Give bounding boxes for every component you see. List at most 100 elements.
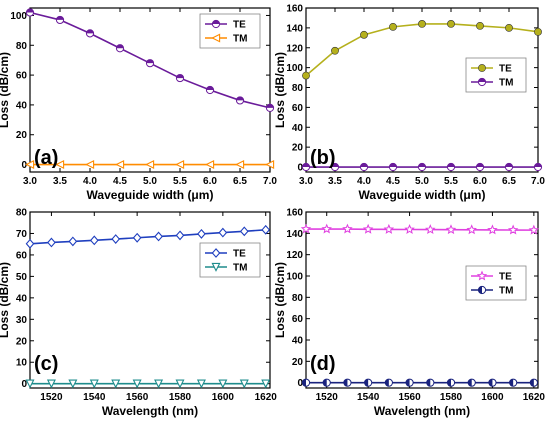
- x-tick-label: 5.5: [444, 176, 458, 187]
- data-point: [68, 379, 78, 389]
- data-point: [446, 162, 456, 172]
- data-point: [417, 162, 427, 172]
- x-axis-title: Wavelength (nm): [374, 404, 470, 418]
- series-te: [25, 224, 271, 249]
- y-tick-label: 10: [16, 358, 28, 369]
- y-axis-title: Loss (dB/cm): [0, 262, 11, 338]
- legend-label: TM: [233, 263, 247, 274]
- y-tick-label: 60: [292, 103, 304, 114]
- data-point: [330, 162, 340, 172]
- data-point: [426, 378, 435, 387]
- data-point: [505, 23, 513, 32]
- x-tick-label: 4.5: [386, 176, 400, 187]
- data-point: [89, 235, 99, 246]
- x-tick-label: 1580: [169, 392, 192, 403]
- y-tick-label: 60: [292, 314, 304, 325]
- data-point: [467, 378, 476, 387]
- data-point: [389, 22, 397, 31]
- y-tick-label: 40: [16, 100, 28, 111]
- data-point: [487, 224, 498, 235]
- data-point: [111, 379, 121, 389]
- data-point: [175, 379, 185, 389]
- legend: TE TM: [199, 242, 261, 278]
- data-point: [425, 224, 436, 235]
- y-tick-label: 100: [286, 63, 303, 74]
- y-tick-label: 80: [292, 293, 304, 304]
- data-point: [175, 73, 185, 83]
- data-point: [196, 379, 206, 389]
- legend-marker: [477, 77, 487, 87]
- chart-panel-a: 3.0 3.5 4.0 4.5 5.0 5.5 6.0 6.5 7.0 0 20 40 60 80 100 W…: [0, 7, 277, 202]
- data-point: [85, 160, 95, 170]
- legend-box: [465, 57, 527, 93]
- legend-marker: [211, 19, 221, 29]
- series-tm: [301, 162, 543, 172]
- x-tick-label: 1600: [212, 392, 235, 403]
- x-tick-label: 6.5: [233, 176, 247, 187]
- legend: TE TM: [465, 265, 527, 301]
- y-tick-label: 80: [292, 83, 304, 94]
- x-tick-label: 7.0: [263, 176, 277, 187]
- data-point: [205, 85, 215, 95]
- legend: TE TM: [199, 13, 261, 49]
- data-point: [145, 59, 155, 68]
- y-tick-label: 100: [286, 272, 303, 283]
- series-tm: [25, 160, 275, 170]
- y-axis-title: Loss (dB/cm): [0, 52, 11, 128]
- y-tick-label: 30: [16, 315, 28, 326]
- data-point: [362, 223, 374, 234]
- legend-label: TE: [499, 272, 512, 283]
- y-tick-label: 160: [286, 208, 303, 219]
- x-tick-label: 1560: [126, 392, 149, 403]
- legend-box: [199, 13, 261, 49]
- series-line: [306, 228, 534, 231]
- legend-box: [465, 265, 527, 301]
- legend-marker: [478, 64, 486, 72]
- data-point: [239, 379, 249, 389]
- y-tick-label: 0: [297, 378, 303, 389]
- data-point: [405, 378, 414, 387]
- x-tick-label: 3.5: [328, 176, 342, 187]
- chart-panel-c: 1520 1540 1560 1580 1600 1620 0 10 20 30 40 50 60 70 8…: [0, 208, 277, 419]
- x-tick-label: 1580: [440, 392, 463, 403]
- data-point: [111, 234, 121, 244]
- legend: TE TM: [465, 57, 527, 93]
- data-point: [342, 223, 353, 234]
- panel-label: (d): [310, 353, 336, 375]
- data-point: [25, 8, 35, 17]
- legend-label: TM: [233, 34, 247, 45]
- y-tick-label: 0: [297, 163, 303, 174]
- x-tick-label: 1620: [255, 392, 278, 403]
- series-te: [300, 223, 540, 235]
- data-point: [509, 378, 518, 387]
- x-tick-label: 7.0: [531, 176, 545, 187]
- x-tick-label: 3.5: [53, 176, 67, 187]
- data-point: [476, 21, 484, 30]
- data-point: [154, 379, 164, 389]
- data-point: [115, 44, 125, 53]
- legend-label: TE: [233, 249, 246, 260]
- data-point: [475, 162, 485, 172]
- data-point: [197, 228, 206, 239]
- y-axis-title: Loss (dB/cm): [273, 52, 287, 128]
- x-tick-label: 1560: [398, 392, 421, 403]
- data-point: [261, 224, 271, 235]
- data-point: [235, 160, 245, 170]
- legend-marker: [476, 270, 488, 281]
- data-point: [115, 160, 125, 170]
- legend-box: [199, 242, 261, 278]
- legend-marker: [477, 285, 487, 295]
- data-point: [205, 160, 215, 170]
- x-tick-label: 4.0: [83, 176, 97, 187]
- data-point: [302, 71, 310, 80]
- x-tick-label: 1540: [83, 392, 106, 403]
- data-point: [331, 46, 339, 55]
- chart-panel-d: 1520 1540 1560 1580 1600 1620 0 20 40 60 80 100 120 1…: [273, 208, 545, 419]
- data-point: [218, 379, 228, 389]
- data-point: [89, 379, 99, 389]
- y-tick-label: 20: [292, 357, 304, 368]
- data-point: [175, 160, 185, 170]
- y-tick-label: 80: [16, 41, 28, 52]
- y-tick-label: 20: [292, 143, 304, 154]
